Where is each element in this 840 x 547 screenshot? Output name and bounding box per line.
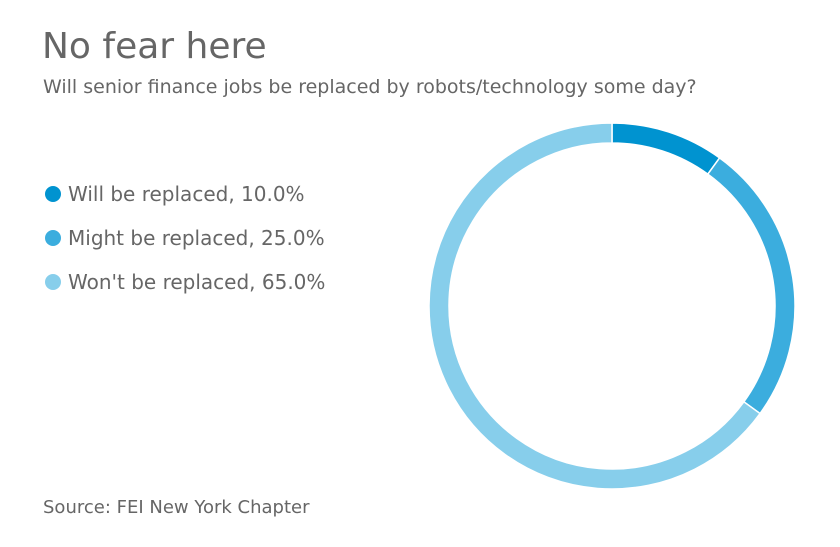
legend-label-might-be-replaced: Might be replaced, 25.0% — [68, 226, 325, 250]
legend-item-might-be-replaced: Might be replaced, 25.0% — [45, 216, 325, 260]
donut-chart — [428, 122, 796, 490]
source-note: Source: FEI New York Chapter — [43, 497, 310, 518]
legend-label-will-be-replaced: Will be replaced, 10.0% — [68, 182, 305, 206]
donut-slice-will-be-replaced — [611, 122, 721, 176]
donut-slice-might-be-replaced — [706, 156, 796, 415]
chart-title: No fear here — [42, 26, 267, 67]
legend-label-wont-be-replaced: Won't be replaced, 65.0% — [68, 270, 326, 294]
legend-item-will-be-replaced: Will be replaced, 10.0% — [45, 172, 325, 216]
chart-subtitle: Will senior finance jobs be replaced by … — [43, 76, 697, 98]
legend-swatch-wont-be-replaced — [45, 274, 61, 290]
legend-item-wont-be-replaced: Won't be replaced, 65.0% — [45, 260, 325, 304]
legend-swatch-might-be-replaced — [45, 230, 61, 246]
legend-swatch-will-be-replaced — [45, 186, 61, 202]
legend: Will be replaced, 10.0% Might be replace… — [45, 172, 325, 304]
donut-slice-won-t-be-replaced — [428, 122, 762, 490]
